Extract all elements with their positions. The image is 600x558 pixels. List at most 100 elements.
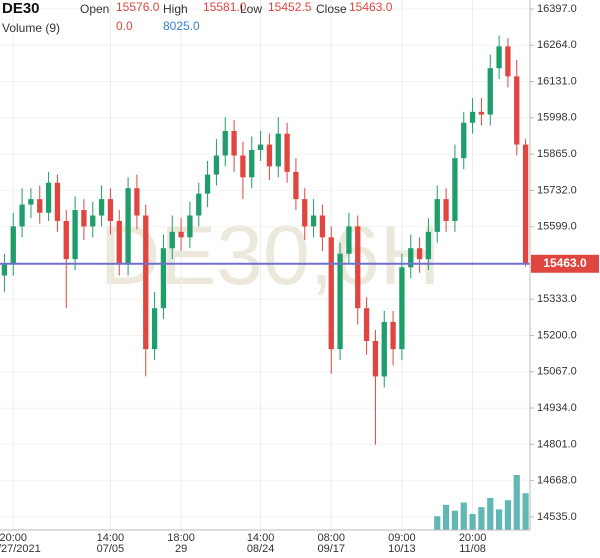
candle-body [231,130,237,156]
y-tick-label: 16264.0 [537,39,577,51]
y-tick-label: 15998.0 [537,112,577,124]
y-tick-label: 14934.0 [537,402,577,414]
y-tick-label: 15865.0 [537,148,577,160]
candle-body [213,155,220,175]
x-tick-label: 14:00 [97,532,125,544]
candle-body [399,267,405,350]
candle-body [346,226,352,254]
candle-body [425,231,432,260]
candle-body [178,231,184,238]
candle-body [90,215,96,227]
y-tick-label: 15599.0 [537,221,577,233]
candle-body [381,321,387,377]
candle-body [107,199,114,221]
x-tick-label: 08:00 [317,532,345,544]
volume-bar [487,497,494,530]
volume-bar [513,475,520,530]
candle-body [1,264,8,276]
candle-body [222,130,228,156]
value: 0.0 [116,19,133,33]
price-label: 15463.0 [543,256,587,270]
x-date-label: 10/13 [388,543,416,555]
value: 15463.0 [349,0,393,14]
candle-body [284,133,290,172]
candle-body [363,308,370,341]
candle-body [10,226,16,265]
x-tick-label: 14:00 [247,532,275,544]
y-tick-label: 16397.0 [537,3,577,15]
candle-body [187,215,193,238]
value: 15581.0 [203,0,247,14]
candle-body [134,188,140,216]
candle-body [275,133,281,167]
label: Volume (9) [2,21,60,35]
x-date-label: 11/08 [459,543,486,555]
volume-bar [469,513,476,530]
candle-body [522,144,529,264]
volume-bar [495,509,503,530]
candle-body [469,111,476,123]
volume-bar [478,507,485,530]
candle-body [302,199,308,227]
volume-bar [442,504,450,530]
x-date-label: 08/24 [247,543,275,555]
candle-body [116,220,122,265]
volume-bar [451,510,459,530]
x-date-label: 05/27/2021 [0,543,41,555]
x-date-label: 07/05 [97,543,125,555]
candle-body [293,171,299,200]
candle-body [319,215,326,238]
header: DE30 Open 15576.0 High 15581.0 Low 15452… [2,0,393,35]
volume-bar [460,502,467,530]
candle-body [337,253,343,350]
candle-body [151,308,158,350]
x-tick-label: 18:00 [167,532,195,544]
candle-body [416,248,423,260]
x-date-label: 09/17 [317,543,345,555]
x-tick-label: 20:00 [459,532,487,544]
candle-body [169,231,175,249]
candle-body [452,158,458,221]
candle-body [196,193,202,216]
candle-body [54,182,61,221]
label: Close [316,2,347,16]
candle-body [257,144,264,151]
y-tick-label: 14801.0 [537,438,577,450]
value: 15576.0 [116,0,160,14]
candle-body [355,226,361,309]
y-tick-label: 15333.0 [537,293,577,305]
volume-bar [504,500,512,530]
candle-body [496,46,502,69]
watermark: DE30,6H [100,208,441,302]
candle-body [28,199,34,205]
label: Low [240,2,262,16]
candle-body [45,182,52,213]
value: 15452.5 [268,0,312,14]
y-tick-label: 15732.0 [537,184,577,196]
x-tick-label: 20:00 [0,532,27,544]
x-tick-label: 09:00 [388,532,416,544]
candle-body [266,144,273,167]
candle-body [37,199,43,213]
candle-body [72,210,78,260]
candle-body [310,215,317,227]
candle-body [125,188,131,265]
candle-body [434,199,440,232]
candle-body [240,155,246,178]
candle-body [390,321,396,350]
y-tick-label: 15200.0 [537,329,577,341]
y-tick-label: 16131.0 [537,75,577,87]
candle-body [19,204,25,227]
volume-bar [522,493,529,530]
candle-body [443,199,449,221]
label: Open [80,2,109,16]
value: 8025.0 [163,19,200,33]
y-tick-label: 14535.0 [537,511,577,523]
candle-body [81,210,87,227]
candle-body [98,199,105,216]
candle-body [160,248,167,309]
candle-body [514,76,520,145]
candle-body [372,340,379,377]
candle-body [63,220,69,260]
